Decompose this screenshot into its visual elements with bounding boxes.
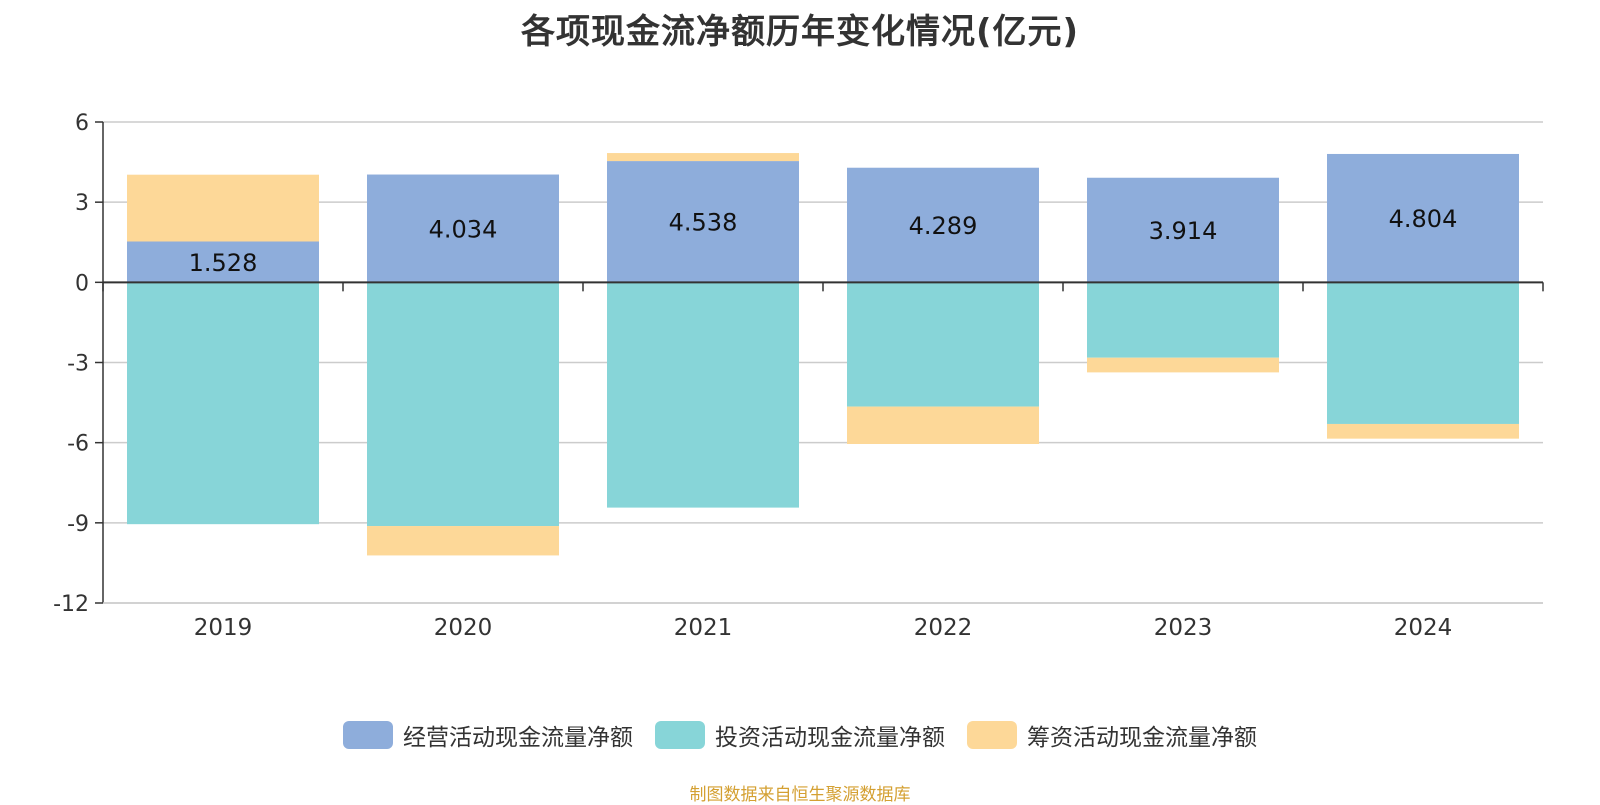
data-label: 4.034 xyxy=(429,215,498,243)
legend-swatch-investing xyxy=(655,721,705,749)
data-label: 4.804 xyxy=(1389,205,1458,233)
data-label: 1.528 xyxy=(189,249,258,277)
y-tick-label: -12 xyxy=(53,592,89,617)
y-tick-label: 6 xyxy=(75,111,89,136)
bar-investing xyxy=(367,282,559,527)
bar-financing xyxy=(1327,423,1519,439)
x-tick-label: 2024 xyxy=(1394,615,1453,641)
bar-operating xyxy=(847,167,1039,283)
legend-item-financing[interactable]: 筹资活动现金流量净额 xyxy=(967,718,1257,752)
legend: 经营活动现金流量净额 投资活动现金流量净额 筹资活动现金流量净额 xyxy=(0,718,1600,752)
chart-title: 各项现金流净额历年变化情况(亿元) xyxy=(520,12,1080,52)
y-tick-label: 0 xyxy=(75,271,89,296)
bar-financing xyxy=(847,406,1039,445)
bar-operating xyxy=(1087,177,1279,283)
y-tick-label: -6 xyxy=(67,432,89,457)
bar-investing xyxy=(847,282,1039,407)
bar-operating xyxy=(1327,153,1519,283)
x-tick-label: 2022 xyxy=(914,615,973,641)
y-tick-label: -9 xyxy=(67,512,89,537)
bar-financing xyxy=(367,526,559,556)
y-tick-label: 3 xyxy=(75,191,89,216)
bar-financing xyxy=(1087,357,1279,373)
data-label: 4.289 xyxy=(909,212,978,240)
x-tick-label: 2020 xyxy=(434,615,493,641)
bar-operating xyxy=(127,241,319,283)
legend-item-operating[interactable]: 经营活动现金流量净额 xyxy=(343,718,633,752)
legend-swatch-financing xyxy=(967,721,1017,749)
legend-label-financing: 筹资活动现金流量净额 xyxy=(1027,725,1257,751)
x-tick-label: 2023 xyxy=(1154,615,1213,641)
x-tick-label: 2019 xyxy=(194,615,253,641)
data-label: 4.538 xyxy=(669,209,738,237)
data-label: 3.914 xyxy=(1149,217,1218,245)
x-tick-label: 2021 xyxy=(674,615,733,641)
bar-investing xyxy=(607,282,799,508)
bar-investing xyxy=(1087,282,1279,358)
y-tick-label: -3 xyxy=(67,352,89,377)
bar-financing xyxy=(127,174,319,242)
bar-operating xyxy=(607,161,799,283)
legend-swatch-operating xyxy=(343,721,393,749)
bar-operating xyxy=(367,174,559,283)
bar-financing xyxy=(607,153,799,162)
bar-investing xyxy=(1327,282,1519,424)
legend-item-investing[interactable]: 投资活动现金流量净额 xyxy=(655,718,945,752)
bar-investing xyxy=(127,282,319,525)
legend-label-operating: 经营活动现金流量净额 xyxy=(403,725,633,751)
source-note: 制图数据来自恒生聚源数据库 xyxy=(689,785,911,805)
legend-label-investing: 投资活动现金流量净额 xyxy=(715,725,945,751)
